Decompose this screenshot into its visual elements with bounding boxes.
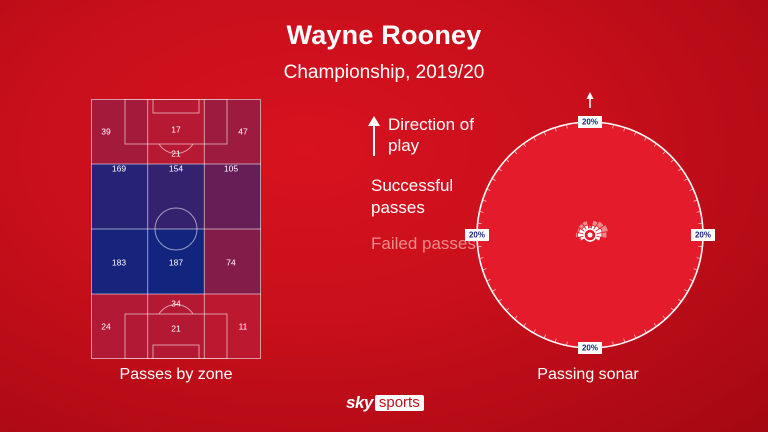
sonar-scale-label: 20% — [578, 342, 602, 354]
zones-caption: Passes by zone — [119, 366, 233, 383]
zone-cell-r3-left — [91, 229, 148, 294]
zone-cell-r4-left — [91, 294, 148, 359]
zone-value-r1-right: 47 — [238, 126, 248, 136]
logo-sky-text: sky — [346, 393, 373, 412]
sonar-caption: Passing sonar — [537, 366, 639, 383]
zone-value-r3-left: 183 — [112, 257, 126, 267]
zone-cell-r2-centre — [147, 164, 205, 229]
zone-value-r4-right: 11 — [239, 321, 248, 331]
zone-cell-r4-right — [204, 294, 261, 359]
sonar-direction-arrow-icon — [586, 92, 594, 108]
zone-value-r2-left: 169 — [112, 163, 126, 173]
zone-value-r3-centre: 187 — [169, 257, 183, 267]
svg-text:20%: 20% — [582, 344, 598, 353]
zone-cell-r1-left — [91, 99, 148, 164]
legend-failed-passes: Failed passes — [371, 234, 476, 253]
zone-value-r1-centre_extra: 21 — [171, 148, 181, 158]
zone-value-r4-centre: 21 — [171, 323, 181, 333]
legend-direction-of-play: Direction of play — [388, 115, 474, 155]
zone-cell-r2-left — [91, 164, 148, 229]
direction-arrow-icon — [368, 116, 380, 156]
zone-value-r2-right: 105 — [224, 163, 238, 173]
sonar-scale-label: 20% — [465, 229, 489, 241]
chart-subtitle: Championship, 2019/20 — [283, 62, 485, 83]
zone-value-r1-left: 39 — [101, 126, 111, 136]
zone-cell-r1-right — [204, 99, 261, 164]
zone-cell-r3-centre — [147, 229, 205, 294]
zone-cell-r2-right — [204, 164, 261, 229]
sonar-scale-label: 20% — [691, 229, 715, 241]
passing-sonar: 20% 20% 20% 20% — [465, 92, 715, 354]
chart-title: Wayne Rooney — [286, 20, 482, 50]
svg-text:20%: 20% — [695, 231, 711, 240]
zone-value-r1-centre: 17 — [171, 124, 181, 134]
zone-cell-r3-right — [204, 229, 261, 294]
legend-successful-passes: Successful passes — [371, 176, 454, 217]
zone-value-r4-centre_extra: 34 — [171, 298, 181, 308]
sonar-scale-label: 20% — [578, 116, 602, 128]
logo-sports-text: sports — [374, 395, 424, 411]
svg-text:20%: 20% — [469, 231, 485, 240]
sky-sports-logo: sky sports — [346, 393, 424, 412]
zone-value-r4-left: 24 — [101, 321, 111, 331]
passes-by-zone-pitch: 39 17 47 21 169 154 105 183 187 74 24 21 11 34 — [91, 99, 261, 359]
zone-value-r2-centre: 154 — [169, 163, 183, 173]
svg-text:20%: 20% — [582, 118, 598, 127]
zone-value-r3-right: 74 — [226, 257, 236, 267]
